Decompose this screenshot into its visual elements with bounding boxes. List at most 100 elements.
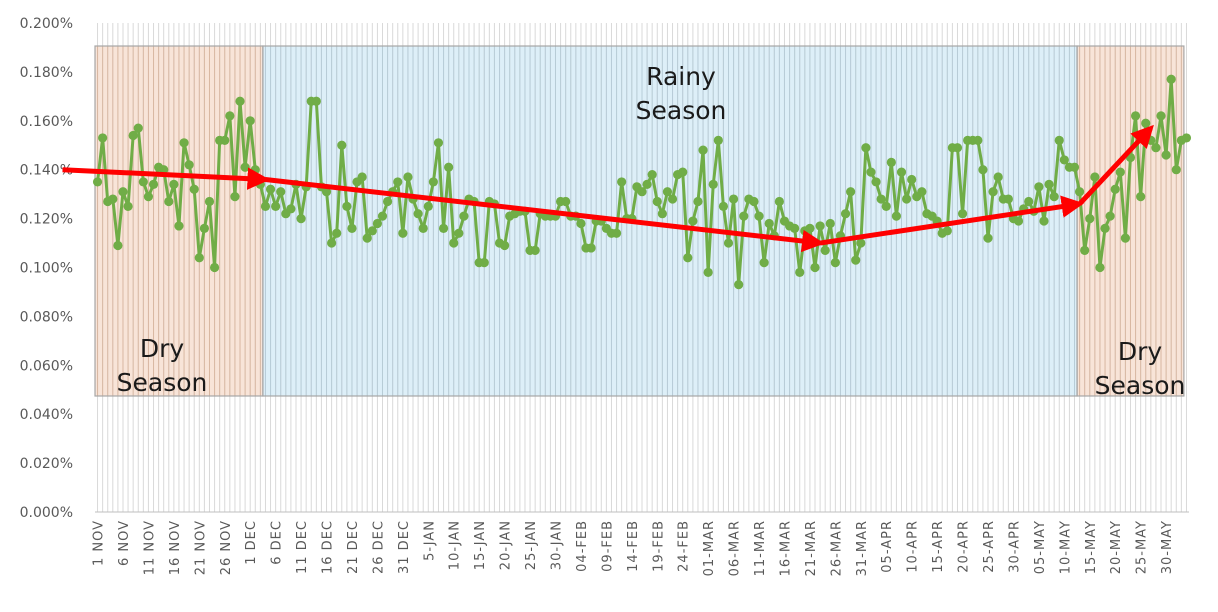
data-point (1013, 216, 1024, 226)
data-point (479, 258, 489, 268)
data-point (1161, 150, 1171, 160)
y-tick-label: 0.020% (20, 456, 73, 472)
data-point (321, 187, 332, 197)
data-point (901, 194, 912, 204)
x-tick-label: 25-APR (982, 520, 997, 573)
x-tick-label: 25-MAY (1135, 520, 1150, 574)
data-point (647, 169, 657, 180)
data-point (454, 228, 464, 238)
data-point (403, 172, 413, 182)
x-tick-label: 31 DEC (397, 520, 412, 574)
data-point (851, 255, 861, 265)
season-labels: Dry Season Rainy Season Dry Season (117, 62, 1186, 400)
season-label-line2: Season (1095, 371, 1186, 400)
data-point (449, 238, 459, 248)
data-point (764, 218, 774, 229)
data-point (1003, 194, 1013, 204)
data-point (678, 167, 688, 177)
data-point (886, 157, 896, 167)
data-point (220, 135, 230, 145)
data-point (683, 253, 693, 263)
data-point (164, 196, 174, 207)
x-tick-label: 16 DEC (321, 520, 336, 574)
data-point (1024, 196, 1034, 207)
data-point (235, 96, 245, 106)
data-point (795, 267, 805, 277)
x-tick-label: 15-APR (931, 520, 946, 573)
data-point (230, 191, 240, 202)
data-point (1110, 184, 1120, 194)
x-tick-label: 11 DEC (295, 520, 310, 574)
data-point (143, 191, 154, 202)
data-point (825, 218, 835, 229)
data-point (1115, 167, 1125, 177)
data-point (1059, 155, 1069, 165)
x-tick-label: 15-JAN (473, 520, 488, 570)
data-point (276, 187, 286, 197)
data-point (881, 201, 891, 211)
x-tick-label: 20-MAY (1109, 520, 1124, 574)
x-tick-label: 30-JAN (549, 520, 564, 570)
x-tick-label: 25-JAN (524, 520, 539, 570)
y-tick-label: 0.200% (20, 16, 73, 32)
data-point (128, 130, 138, 141)
data-point (1171, 165, 1181, 175)
x-tick-label: 5-JAN (422, 520, 437, 561)
data-point (830, 258, 840, 268)
data-point (1130, 111, 1141, 121)
data-point (260, 201, 271, 211)
data-point (810, 262, 820, 273)
data-point (754, 211, 764, 221)
data-point (225, 111, 235, 121)
data-point (728, 194, 739, 204)
y-tick-label: 0.140% (20, 163, 73, 179)
data-point (713, 135, 723, 145)
data-point (428, 177, 438, 187)
x-tick-label: 06-MAR (728, 520, 743, 576)
data-point (662, 187, 673, 197)
data-point (1151, 143, 1161, 153)
data-point (637, 187, 647, 197)
data-point (1044, 179, 1054, 189)
x-tick-label: 11 NOV (142, 520, 157, 575)
data-point (693, 196, 703, 207)
data-point (398, 228, 408, 238)
data-point (332, 228, 342, 238)
data-point (444, 162, 454, 172)
x-axis-ticks: 1 NOV 6 NOV 11 NOV 16 NOV 21 NOV 26 NOV 1 DEC 6… (92, 520, 1176, 576)
x-tick-label: 30-APR (1007, 520, 1022, 573)
x-tick-label: 10-APR (906, 520, 921, 573)
data-point (1049, 191, 1059, 202)
data-point (1075, 187, 1085, 197)
data-point (734, 280, 744, 290)
data-point (1166, 74, 1176, 84)
data-point (667, 194, 678, 204)
data-point (1085, 214, 1095, 224)
data-point (296, 214, 306, 224)
data-point (907, 174, 917, 185)
data-point (611, 228, 622, 238)
data-point (1080, 245, 1090, 255)
data-point (1100, 223, 1110, 233)
data-point (561, 196, 571, 207)
y-tick-label: 0.040% (20, 407, 73, 423)
data-point (917, 187, 927, 197)
data-point (856, 238, 866, 248)
x-tick-label: 21-MAR (804, 520, 819, 576)
data-point (530, 245, 540, 255)
vertical-gridlines (97, 23, 1187, 512)
data-point (993, 172, 1003, 182)
data-point (184, 160, 194, 170)
x-tick-label: 10-JAN (448, 520, 463, 570)
data-point (983, 233, 993, 243)
x-tick-label: 26 NOV (219, 520, 234, 575)
data-point (382, 196, 393, 207)
data-point (245, 116, 255, 126)
data-point (418, 223, 428, 233)
data-point (138, 177, 148, 187)
data-point (759, 258, 769, 268)
data-point (240, 162, 250, 172)
x-tick-label: 26 DEC (371, 520, 386, 574)
x-tick-label: 24-FEB (677, 520, 692, 572)
x-tick-label: 21 DEC (346, 520, 361, 574)
